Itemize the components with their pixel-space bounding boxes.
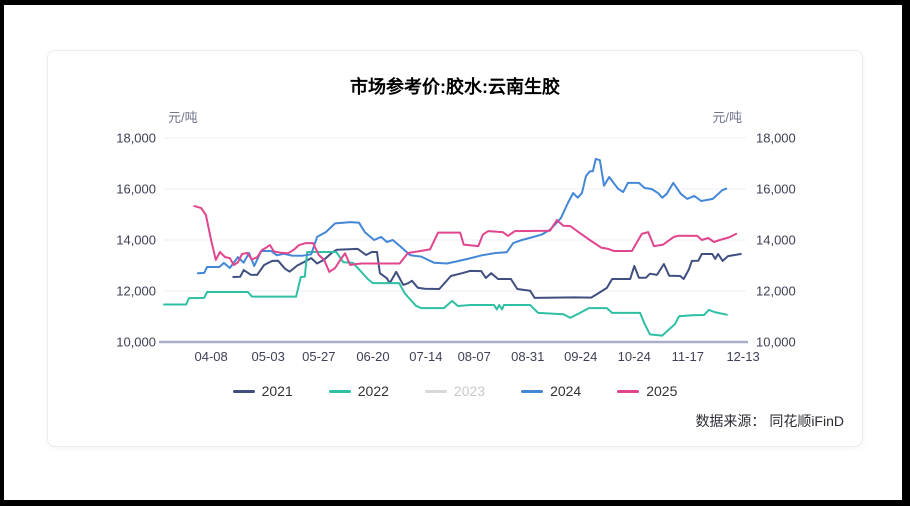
svg-text:07-14: 07-14	[409, 349, 442, 364]
svg-text:08-31: 08-31	[511, 349, 544, 364]
svg-text:10,000: 10,000	[756, 335, 796, 350]
legend-swatch-2025	[617, 389, 640, 393]
legend-swatch-2022	[328, 389, 351, 393]
svg-text:05-27: 05-27	[302, 349, 335, 364]
y-axis-unit-left: 元/吨	[168, 110, 198, 125]
svg-text:18,000: 18,000	[116, 131, 156, 146]
price-line-chart[interactable]: 10,000 10,000 12,000 12,000 14,000 14,000 16,0…	[48, 51, 864, 448]
y-axis-unit-right: 元/吨	[712, 110, 742, 125]
data-source-label: 数据来源： 同花顺iFinD	[695, 413, 844, 429]
svg-text:05-03: 05-03	[252, 349, 285, 364]
svg-text:12,000: 12,000	[756, 284, 796, 299]
svg-text:04-08: 04-08	[195, 349, 228, 364]
svg-text:14,000: 14,000	[116, 233, 156, 248]
legend-swatch-2021	[232, 389, 255, 393]
legend-item-2022[interactable]: 2022	[328, 383, 389, 399]
svg-text:16,000: 16,000	[116, 182, 156, 197]
legend-swatch-2024	[521, 389, 544, 393]
legend-label-2021: 2021	[261, 383, 293, 399]
svg-text:10,000: 10,000	[116, 335, 156, 350]
svg-text:11-17: 11-17	[672, 349, 704, 364]
svg-text:06-20: 06-20	[356, 349, 389, 364]
legend-label-2022: 2022	[357, 383, 389, 399]
svg-text:12-13: 12-13	[726, 349, 759, 364]
legend-label-2025: 2025	[646, 383, 678, 399]
legend-label-2023: 2023	[453, 383, 486, 399]
svg-text:12,000: 12,000	[116, 284, 156, 299]
legend-swatch-2023	[424, 389, 447, 393]
legend-item-2021[interactable]: 2021	[232, 383, 293, 399]
legend-item-2024[interactable]: 2024	[521, 383, 581, 399]
svg-text:10-24: 10-24	[618, 349, 651, 364]
legend-label-2024: 2024	[550, 383, 582, 399]
chart-legend: 2021 2022 2023 2024 2025	[48, 383, 862, 399]
legend-item-2023[interactable]: 2023	[424, 383, 486, 399]
svg-text:16,000: 16,000	[756, 182, 796, 197]
page-background: 市场参考价:胶水:云南生胶 元/吨 元/吨 10,000 10,000 12,000…	[4, 5, 902, 500]
svg-text:18,000: 18,000	[756, 131, 796, 146]
svg-text:14,000: 14,000	[756, 233, 796, 248]
chart-card: 市场参考价:胶水:云南生胶 元/吨 元/吨 10,000 10,000 12,000…	[47, 50, 863, 447]
legend-item-2025[interactable]: 2025	[617, 383, 677, 399]
chart-title: 市场参考价:胶水:云南生胶	[350, 77, 560, 97]
svg-text:08-07: 08-07	[458, 349, 491, 364]
svg-text:09-24: 09-24	[564, 349, 597, 364]
